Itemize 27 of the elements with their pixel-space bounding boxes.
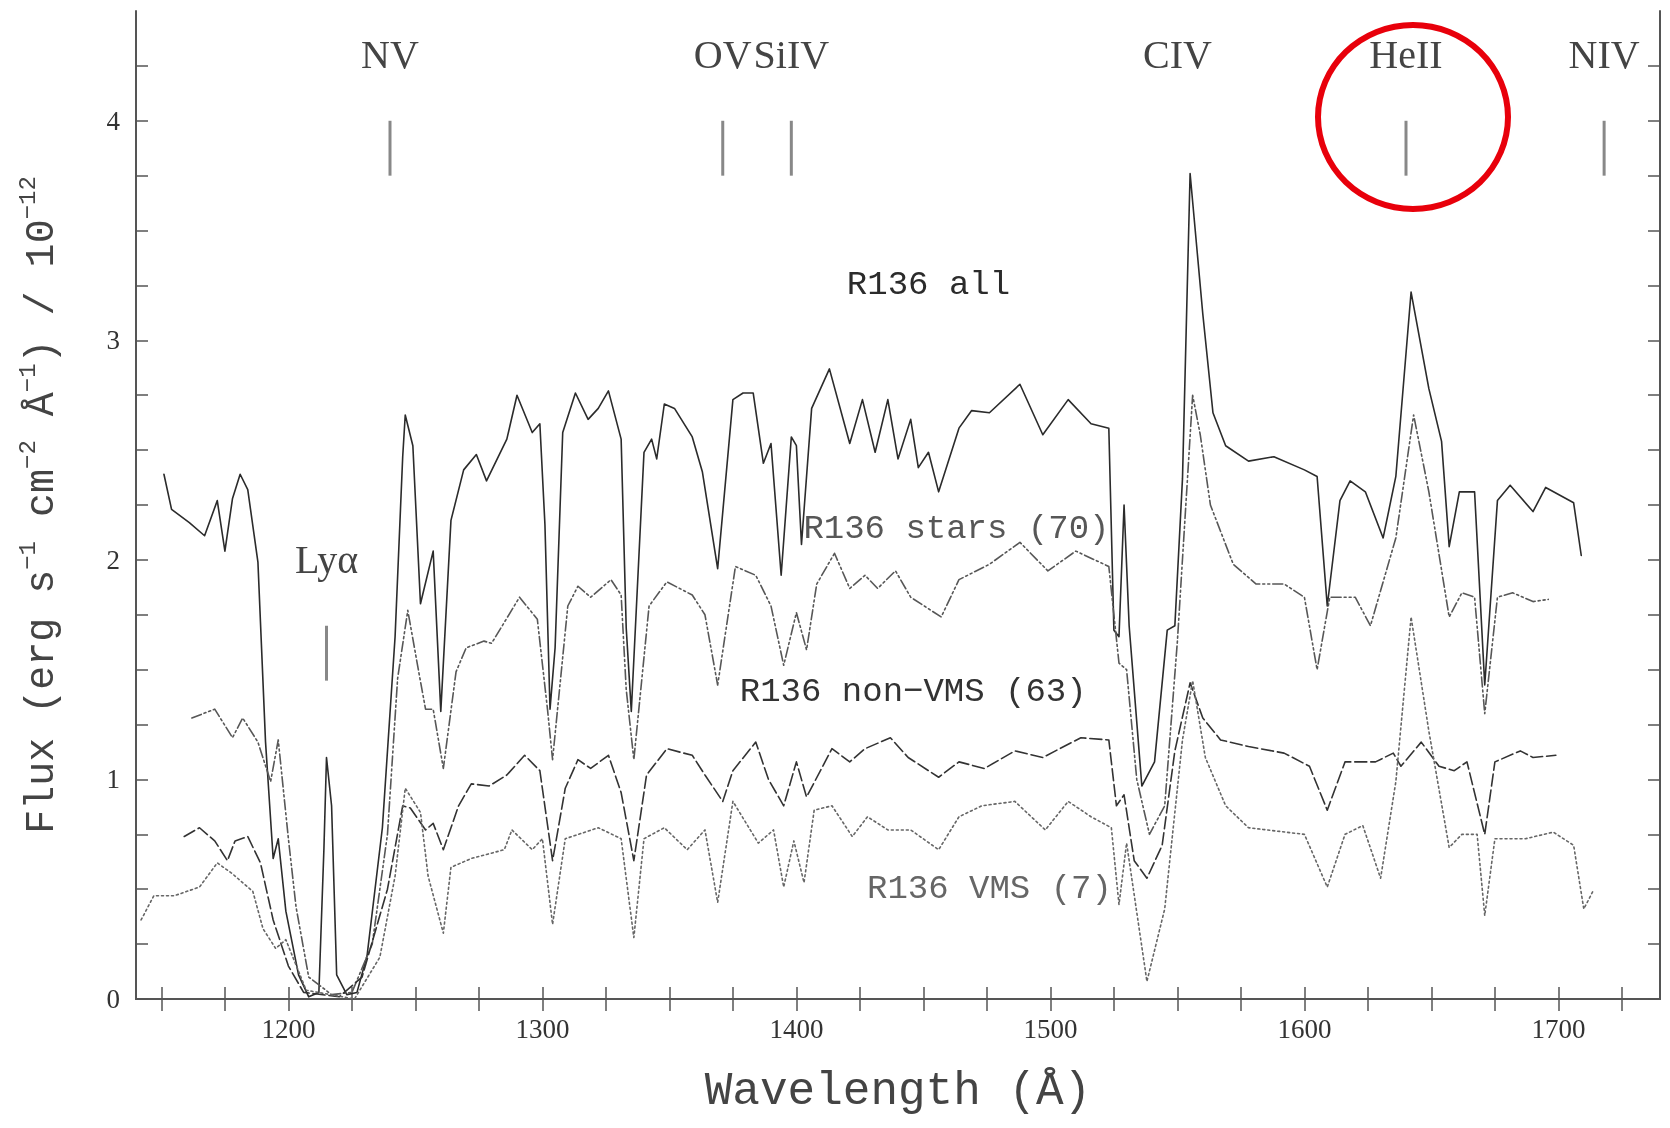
annotation: NIV — [1568, 32, 1640, 78]
annotation: Lyα — [294, 537, 359, 583]
line-series — [163, 172, 1583, 998]
x-tick-label: 1600 — [1277, 1013, 1332, 1044]
x-tick-label: 1400 — [769, 1013, 824, 1044]
annotation: CIV — [1142, 32, 1212, 78]
x-axis-title: Wavelength (Å) — [704, 1066, 1092, 1118]
annotation: NV — [361, 32, 419, 78]
y-tick-label: 2 — [106, 544, 120, 575]
series-label: R136 stars (70) — [803, 510, 1110, 549]
x-tick-label: 1200 — [261, 1013, 316, 1044]
y-tick-label: 4 — [106, 105, 121, 136]
annotation: OV — [693, 32, 752, 78]
series-label: R136 all — [846, 266, 1011, 305]
line-series — [191, 394, 1550, 996]
series-label: R136 non−VMS (63) — [739, 672, 1087, 711]
annotation: HeII — [1369, 32, 1443, 78]
y-tick-label: 0 — [106, 984, 120, 1014]
x-tick-label: 1300 — [515, 1013, 570, 1044]
x-tick-label: 1700 — [1531, 1013, 1586, 1044]
y-tick-label: 1 — [106, 764, 120, 795]
y-tick-label: 3 — [106, 325, 120, 356]
x-tick-label: 1500 — [1023, 1013, 1078, 1044]
series-label: R136 VMS (7) — [867, 870, 1112, 909]
line-series — [140, 616, 1595, 1000]
annotation: SiIV — [753, 32, 830, 78]
y-axis-title: Flux (erg s−1 cm−2 Å−1) / 10−12 — [14, 176, 65, 834]
